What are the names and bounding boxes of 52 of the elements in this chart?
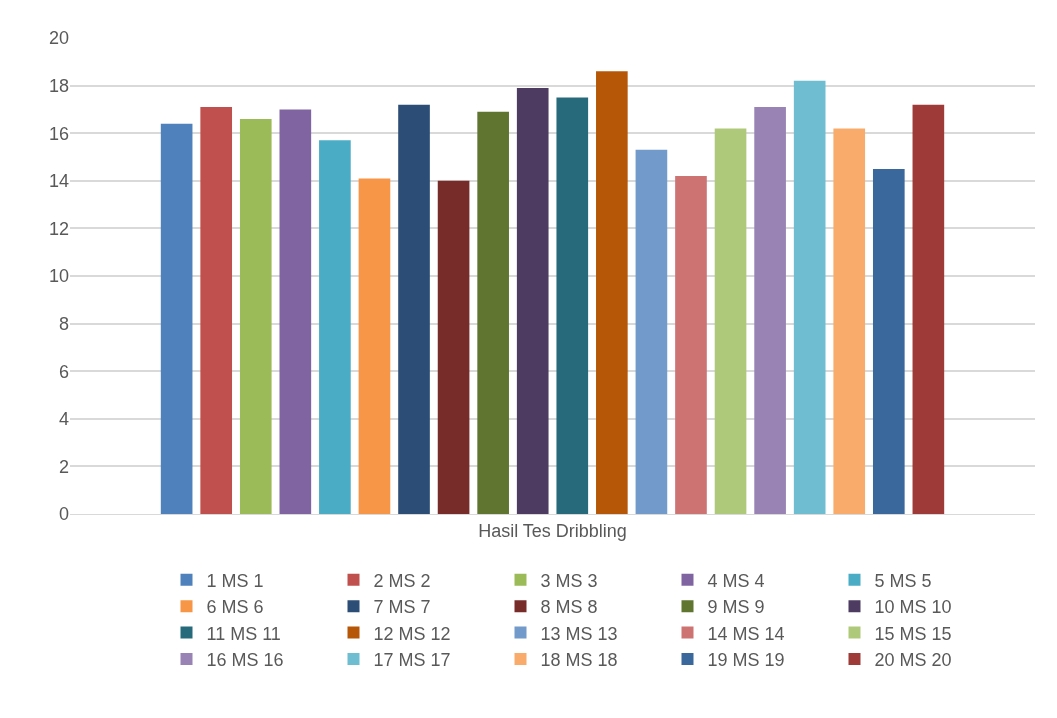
legend-label: 2 MS 2 bbox=[373, 570, 431, 591]
y-tick-label: 14 bbox=[48, 171, 69, 192]
bar bbox=[398, 104, 430, 514]
legend-label: 7 MS 7 bbox=[373, 597, 431, 618]
y-tick-label: 4 bbox=[58, 409, 69, 430]
legend-label: 11 MS 11 bbox=[206, 623, 281, 644]
legend-label: 20 MS 20 bbox=[874, 650, 952, 671]
bar bbox=[160, 123, 193, 514]
legend-label: 3 MS 3 bbox=[540, 570, 598, 591]
y-tick-label: 20 bbox=[48, 28, 69, 49]
bar bbox=[833, 128, 866, 514]
bar bbox=[239, 118, 272, 514]
y-tick-label: 6 bbox=[58, 361, 69, 382]
legend-label: 5 MS 5 bbox=[874, 570, 932, 591]
legend-label: 12 MS 12 bbox=[373, 623, 451, 644]
legend-label: 18 MS 18 bbox=[540, 650, 618, 671]
bar bbox=[358, 178, 391, 514]
y-tick-label: 2 bbox=[58, 456, 69, 477]
legend-label: 19 MS 19 bbox=[707, 650, 785, 671]
legend-label: 6 MS 6 bbox=[206, 597, 264, 618]
bar bbox=[556, 97, 589, 514]
legend-label: 9 MS 9 bbox=[707, 597, 765, 618]
bar bbox=[675, 176, 707, 514]
y-tick-label: 16 bbox=[48, 123, 69, 144]
bar bbox=[319, 140, 351, 514]
bar bbox=[635, 149, 668, 514]
x-tick-label: Hasil Tes Dribbling bbox=[478, 520, 627, 541]
y-tick-label: 12 bbox=[48, 218, 69, 239]
y-tick-label: 0 bbox=[58, 504, 69, 525]
legend-label: 17 MS 17 bbox=[373, 650, 451, 671]
bar bbox=[279, 109, 312, 514]
bar bbox=[516, 87, 549, 514]
legend-label: 13 MS 13 bbox=[540, 623, 618, 644]
bar bbox=[714, 128, 747, 514]
y-tick-label: 8 bbox=[58, 313, 69, 334]
y-tick-label: 10 bbox=[48, 266, 69, 287]
bar bbox=[596, 71, 628, 514]
bar bbox=[437, 180, 470, 514]
legend-label: 15 MS 15 bbox=[874, 623, 952, 644]
legend-label: 8 MS 8 bbox=[540, 597, 598, 618]
bar bbox=[793, 80, 826, 514]
legend-label: 4 MS 4 bbox=[707, 570, 765, 591]
legend-label: 10 MS 10 bbox=[874, 597, 952, 618]
bar bbox=[754, 107, 786, 514]
bar bbox=[200, 107, 233, 514]
legend-label: 14 MS 14 bbox=[707, 623, 785, 644]
bar bbox=[477, 111, 509, 514]
legend-label: 1 MS 1 bbox=[206, 570, 264, 591]
y-tick-label: 18 bbox=[48, 75, 69, 96]
bar bbox=[872, 168, 905, 514]
legend-label: 16 MS 16 bbox=[206, 650, 284, 671]
bar bbox=[912, 104, 945, 514]
